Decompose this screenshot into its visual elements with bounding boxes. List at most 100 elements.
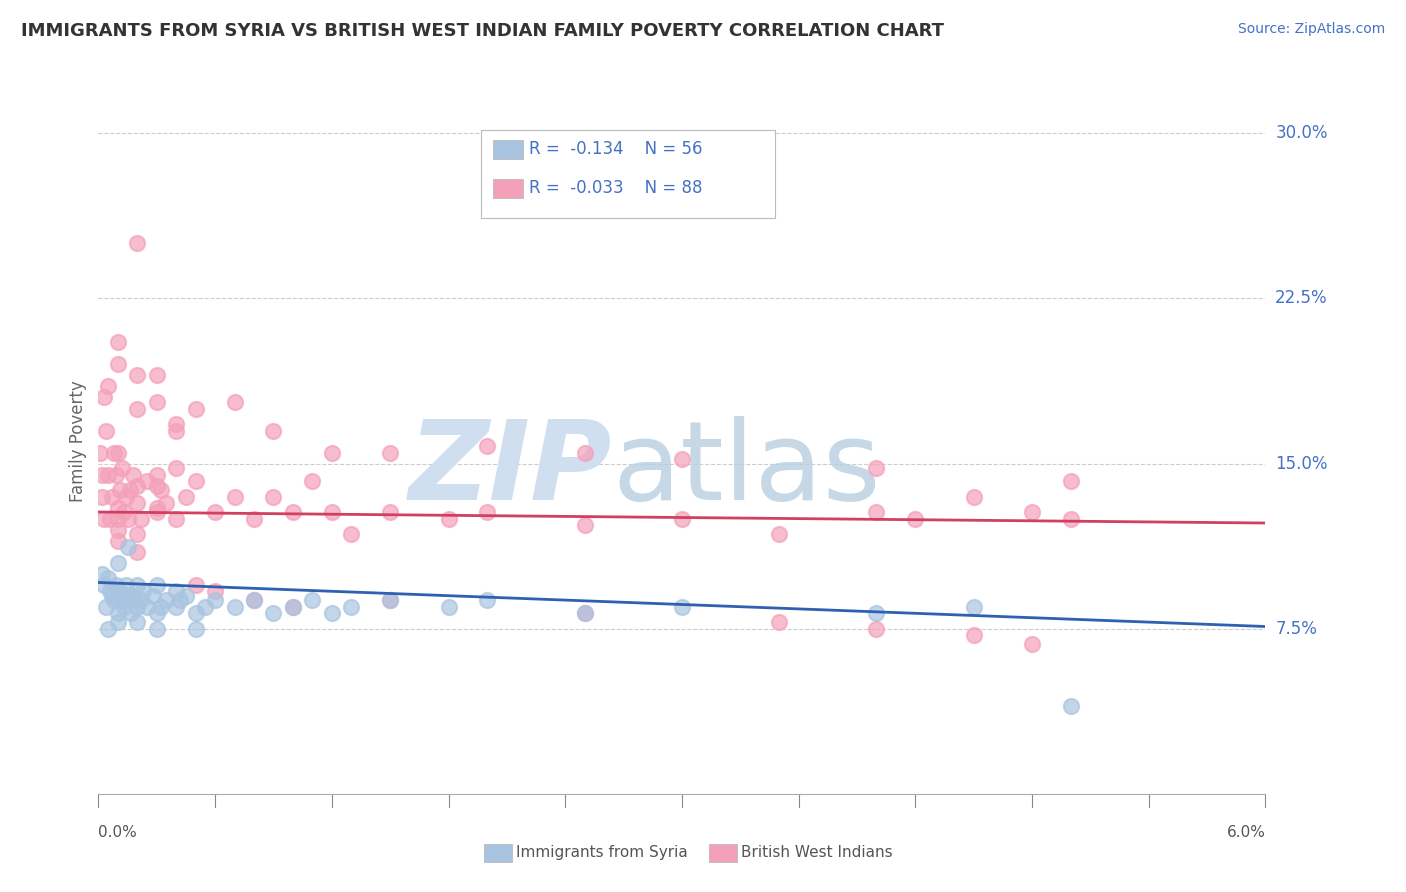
Point <box>96 599 118 614</box>
Point <box>184 607 207 621</box>
Point <box>121 607 143 621</box>
Point <box>103 445 125 459</box>
Point <box>117 511 139 525</box>
Point <box>281 599 304 614</box>
Point <box>97 622 120 636</box>
Point <box>437 511 460 525</box>
Point <box>127 544 149 558</box>
Point <box>103 593 125 607</box>
Point <box>865 622 887 636</box>
Point <box>93 391 115 405</box>
Point <box>165 511 187 525</box>
Point <box>127 527 149 541</box>
Point <box>107 511 129 525</box>
Point <box>132 584 155 599</box>
Point <box>104 467 127 482</box>
Point <box>129 511 152 525</box>
Text: British West Indians: British West Indians <box>741 846 893 860</box>
Point <box>574 445 596 459</box>
Point <box>1021 505 1043 519</box>
Point <box>146 505 169 519</box>
Point <box>184 474 207 488</box>
Point <box>136 474 159 488</box>
Point <box>111 461 134 475</box>
Point <box>97 571 120 585</box>
Point <box>114 577 136 591</box>
Point <box>243 593 266 607</box>
Point <box>1060 474 1083 488</box>
Point <box>107 556 129 570</box>
Text: ZIP: ZIP <box>408 417 612 524</box>
Point <box>671 599 693 614</box>
Point <box>146 478 169 492</box>
Point <box>321 607 343 621</box>
Point <box>865 461 887 475</box>
Point <box>98 584 121 599</box>
Point <box>155 496 177 510</box>
Point <box>93 511 115 525</box>
Point <box>962 628 984 642</box>
Text: 15.0%: 15.0% <box>1275 455 1327 473</box>
Point <box>174 490 197 504</box>
Point <box>1021 637 1043 651</box>
Point <box>184 401 207 416</box>
Point <box>165 417 187 431</box>
Point <box>136 599 159 614</box>
Point <box>378 445 402 459</box>
Point <box>146 607 169 621</box>
Point <box>574 607 596 621</box>
Point <box>104 577 127 591</box>
Point <box>262 424 284 438</box>
Point <box>204 505 226 519</box>
Point <box>378 593 402 607</box>
Point <box>107 607 129 621</box>
Point <box>204 584 226 599</box>
Point <box>321 505 343 519</box>
Point <box>184 577 207 591</box>
Point <box>146 395 169 409</box>
Point <box>224 599 246 614</box>
Text: Source: ZipAtlas.com: Source: ZipAtlas.com <box>1237 22 1385 37</box>
Point <box>1060 698 1083 713</box>
Point <box>111 593 134 607</box>
Point <box>114 490 136 504</box>
Point <box>127 577 149 591</box>
Point <box>262 607 284 621</box>
Point <box>671 452 693 467</box>
Text: R =  -0.033    N = 88: R = -0.033 N = 88 <box>529 179 702 197</box>
Point <box>146 577 169 591</box>
Point <box>98 511 121 525</box>
Point <box>107 358 129 372</box>
Point <box>108 584 131 599</box>
Point <box>101 589 124 603</box>
Point <box>378 593 402 607</box>
Point <box>169 593 191 607</box>
Point <box>962 599 984 614</box>
Point <box>149 483 172 497</box>
Point <box>1060 511 1083 525</box>
Point <box>671 511 693 525</box>
Point <box>165 424 187 438</box>
Point <box>142 589 165 603</box>
Point <box>118 483 141 497</box>
Point <box>477 505 499 519</box>
Point <box>174 589 197 603</box>
Point <box>107 533 129 548</box>
Point <box>437 599 460 614</box>
Point <box>107 523 129 537</box>
Point <box>101 490 124 504</box>
Point <box>129 593 152 607</box>
Point <box>127 236 149 251</box>
Point <box>91 566 114 581</box>
Text: 7.5%: 7.5% <box>1275 620 1317 638</box>
Point <box>243 511 266 525</box>
Point <box>477 439 499 453</box>
Point <box>865 607 887 621</box>
Text: R =  -0.134    N = 56: R = -0.134 N = 56 <box>529 140 702 158</box>
Text: IMMIGRANTS FROM SYRIA VS BRITISH WEST INDIAN FAMILY POVERTY CORRELATION CHART: IMMIGRANTS FROM SYRIA VS BRITISH WEST IN… <box>21 22 943 40</box>
Point <box>97 379 120 393</box>
Point <box>127 496 149 510</box>
Y-axis label: Family Poverty: Family Poverty <box>69 381 87 502</box>
Point <box>321 445 343 459</box>
Point <box>165 599 187 614</box>
